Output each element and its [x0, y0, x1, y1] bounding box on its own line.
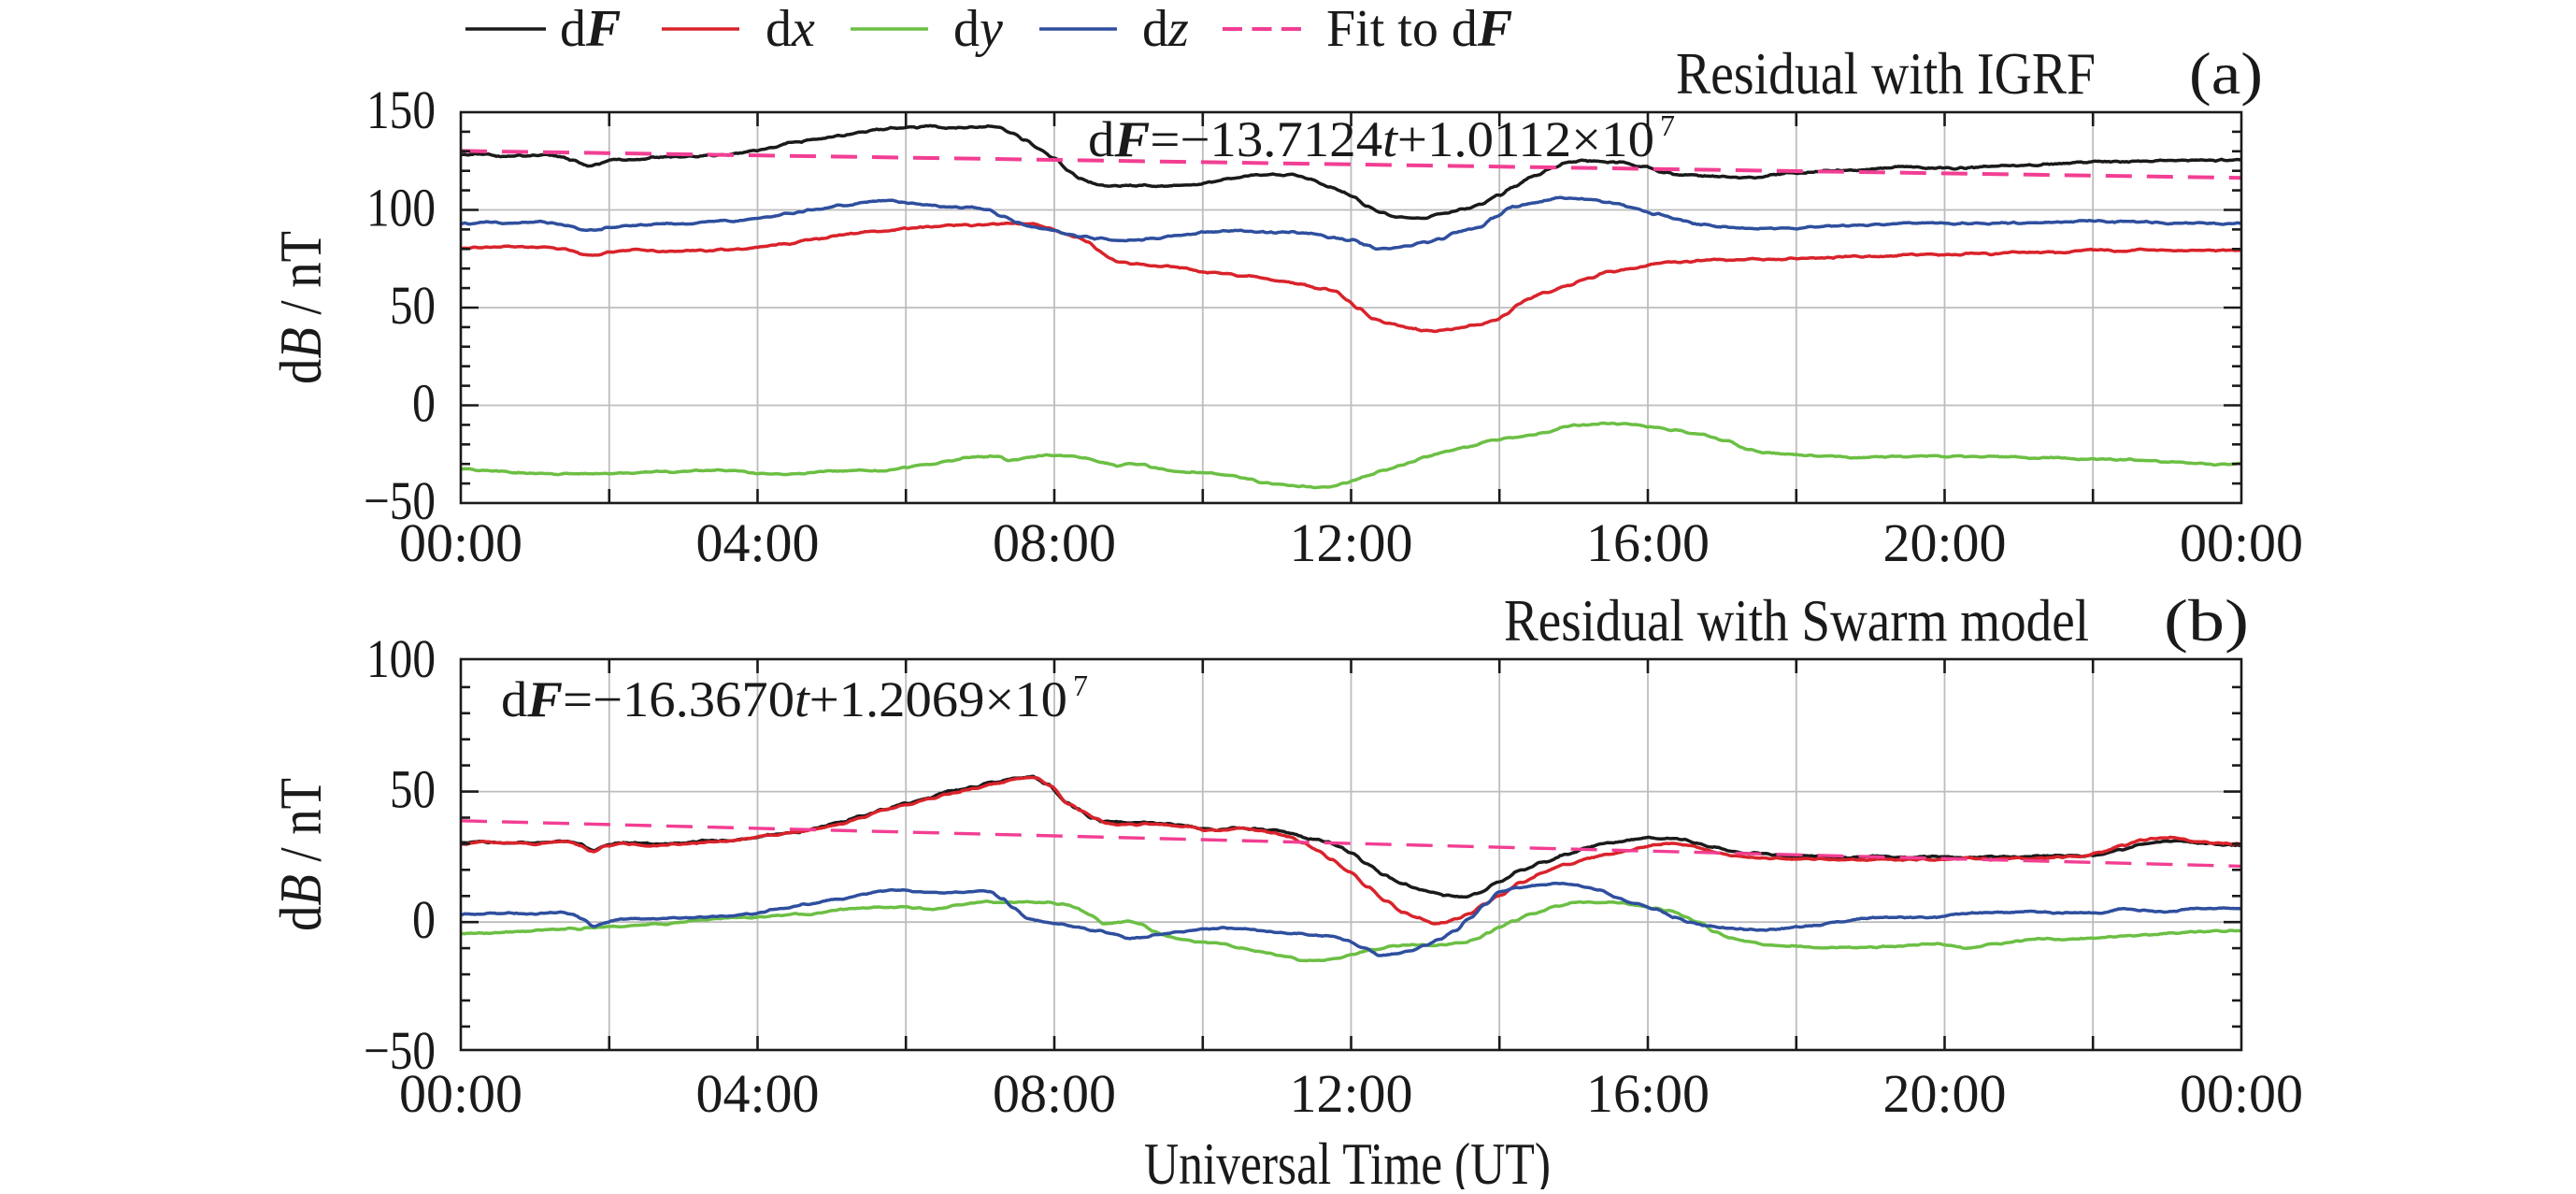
svg-text:00:00: 00:00 — [399, 1063, 522, 1124]
svg-text:04:00: 04:00 — [695, 512, 819, 573]
svg-text:12:00: 12:00 — [1289, 512, 1412, 573]
svg-text:7: 7 — [1073, 669, 1088, 702]
svg-text:(a): (a) — [2189, 41, 2263, 107]
svg-text:00:00: 00:00 — [2180, 1063, 2303, 1124]
svg-text:100: 100 — [366, 628, 436, 689]
svg-text:Residual with IGRF: Residual with IGRF — [1676, 41, 2096, 107]
svg-text:−50: −50 — [364, 470, 436, 531]
svg-text:08:00: 08:00 — [993, 1063, 1116, 1124]
svg-text:dz: dz — [1142, 0, 1189, 58]
svg-text:0: 0 — [412, 373, 436, 434]
svg-text:20:00: 20:00 — [1882, 512, 2006, 573]
svg-text:Universal Time (UT): Universal Time (UT) — [1144, 1130, 1551, 1189]
svg-text:50: 50 — [390, 275, 436, 336]
svg-text:0: 0 — [412, 889, 436, 950]
svg-text:100: 100 — [366, 178, 436, 238]
svg-text:dy: dy — [953, 0, 1003, 58]
svg-text:20:00: 20:00 — [1882, 1063, 2006, 1124]
svg-text:00:00: 00:00 — [399, 512, 522, 573]
svg-text:(b): (b) — [2164, 588, 2249, 654]
svg-text:dx: dx — [766, 0, 815, 58]
svg-text:Residual with Swarm model: Residual with Swarm model — [1504, 588, 2089, 654]
svg-text:12:00: 12:00 — [1289, 1063, 1412, 1124]
svg-text:04:00: 04:00 — [695, 1063, 819, 1124]
svg-text:08:00: 08:00 — [993, 512, 1116, 573]
svg-text:16:00: 16:00 — [1586, 512, 1710, 573]
svg-text:dF: dF — [560, 0, 621, 58]
svg-text:7: 7 — [1660, 108, 1675, 142]
svg-text:dB / nT: dB / nT — [267, 778, 334, 931]
svg-text:Fit to dF: Fit to dF — [1326, 0, 1512, 58]
svg-text:50: 50 — [390, 759, 436, 820]
svg-text:00:00: 00:00 — [2180, 512, 2303, 573]
svg-text:dB / nT: dB / nT — [267, 231, 334, 384]
svg-text:−50: −50 — [364, 1020, 436, 1081]
svg-text:16:00: 16:00 — [1586, 1063, 1710, 1124]
svg-text:150: 150 — [366, 79, 436, 140]
